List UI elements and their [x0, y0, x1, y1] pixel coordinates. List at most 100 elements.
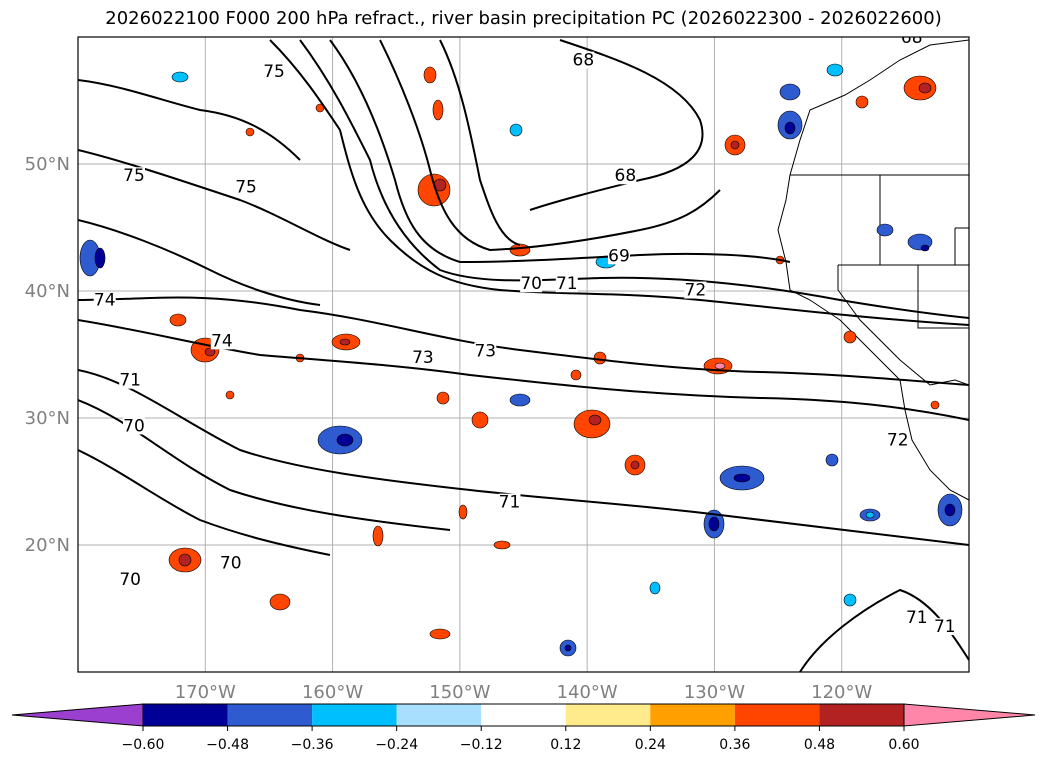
contour-label-background	[684, 281, 707, 299]
precip-anomaly-blob	[593, 351, 607, 365]
precip-anomaly-blob	[944, 503, 956, 517]
colorbar-over-extension	[903, 703, 1036, 727]
precip-anomaly-blob	[336, 433, 354, 447]
contour-label: 68	[573, 51, 595, 71]
precip-anomaly-blob	[432, 99, 444, 121]
precip-anomaly-blob	[733, 473, 751, 483]
precip-anomaly-blob	[269, 593, 291, 611]
contour-label-background	[119, 571, 142, 589]
precip-anomaly-blob	[649, 581, 661, 595]
colorbar-under-extension	[11, 703, 144, 727]
colorbar-bin	[481, 704, 566, 726]
precip-anomaly-blob	[564, 644, 572, 652]
precip-anomaly-blob	[471, 411, 489, 429]
contour-label: 72	[685, 281, 707, 301]
colorbar-bin	[143, 704, 228, 726]
map-title: 2026022100 F000 200 hPa refract., river …	[105, 8, 942, 29]
precip-anomaly-blob	[865, 511, 875, 519]
contour-label-background	[235, 178, 258, 196]
precip-anomaly-blob	[730, 140, 740, 150]
contour-label: 71	[499, 493, 521, 513]
lon-tick-label: 140°W	[557, 682, 618, 703]
precip-anomaly-blob	[94, 247, 106, 269]
contour-label: 74	[94, 291, 116, 311]
colorbar-frame	[142, 703, 905, 727]
precip-anomaly-blob	[509, 393, 531, 407]
contour-label: 74	[211, 331, 233, 351]
contour-label: 68	[615, 166, 637, 186]
contour-label: 73	[474, 342, 496, 362]
contour-label: 73	[412, 348, 434, 368]
contour-label-background	[572, 51, 595, 69]
precip-anomaly-blob	[245, 127, 255, 137]
contour-label: 71	[119, 371, 141, 391]
precip-anomaly-blob	[458, 504, 468, 520]
contour-label-background	[614, 167, 637, 185]
precip-anomaly-blob	[204, 347, 216, 357]
contour-label: 71	[906, 608, 928, 628]
precip-anomaly-blob	[436, 391, 450, 405]
contour-label-background	[933, 618, 956, 636]
precip-anomaly-shading	[79, 63, 963, 657]
precip-anomaly-blob	[920, 244, 930, 252]
precip-anomaly-blob	[826, 63, 844, 77]
contour-label-background	[119, 371, 142, 389]
lat-tick-label: 50°N	[25, 154, 70, 175]
contour-label-background	[474, 342, 497, 360]
map-frame	[77, 36, 970, 673]
contour-label-background	[555, 275, 578, 293]
lon-tick-label: 120°W	[811, 682, 872, 703]
colorbar-bin	[734, 704, 820, 726]
contour-label: 72	[887, 430, 909, 450]
colorbar-bin	[396, 704, 482, 726]
contour-label-background	[905, 609, 928, 627]
precip-anomaly-blob	[423, 66, 437, 84]
colorbar-bin	[650, 704, 735, 726]
lon-tick-label: 170°W	[175, 682, 236, 703]
precip-anomaly-blob	[714, 362, 726, 370]
colorbar-tick-label: 0.48	[804, 737, 835, 753]
contour-labels: 68 68 68 69 70 71 72 73 73 74 74 75 75 75 71 70 71 70 70 72…	[93, 28, 956, 637]
lat-tick-label: 20°N	[25, 535, 70, 556]
contour-label: 70	[119, 570, 141, 590]
colorbar-tick-label: −0.60	[122, 737, 165, 753]
precip-anomaly-blob	[843, 593, 857, 607]
precip-anomaly-blob	[779, 83, 801, 101]
precip-anomaly-blob	[570, 369, 582, 381]
contour-label-background	[886, 431, 909, 449]
colorbar: −0.60 −0.48 −0.36 −0.24 −0.12 0.12 0.24 0.36 0.4…	[11, 703, 1036, 753]
colorbar-bin	[819, 704, 904, 726]
contour-label: 68	[901, 28, 923, 48]
contour-label-background	[263, 63, 286, 81]
precip-anomaly-blob	[855, 95, 869, 109]
colorbar-tick-label: −0.12	[460, 737, 503, 753]
contour-label: 70	[520, 274, 542, 294]
colorbar-tick-label: −0.36	[291, 737, 334, 753]
lat-tick-label: 30°N	[25, 408, 70, 429]
precip-anomaly-blob	[825, 453, 839, 467]
contour-label: 71	[556, 274, 578, 294]
colorbar-bin	[565, 704, 651, 726]
precip-anomaly-blob	[876, 223, 894, 237]
precip-anomaly-blob	[429, 628, 451, 640]
precip-anomaly-blob	[930, 400, 940, 410]
colorbar-tick-label: −0.24	[375, 737, 418, 753]
contour-label-background	[520, 275, 543, 293]
precip-anomaly-blob	[178, 553, 192, 567]
longitude-labels: 170°W 160°W 150°W 140°W 130°W 120°W	[175, 682, 873, 703]
contour-label-background	[900, 37, 923, 46]
precip-anomaly-blob	[372, 525, 384, 547]
colorbar-tick-label: 0.36	[719, 737, 750, 753]
refractivity-contours	[78, 39, 969, 672]
precip-anomaly-blob	[225, 390, 235, 400]
colorbar-tick-label: 0.60	[888, 737, 919, 753]
coastline	[777, 39, 969, 501]
precip-anomaly-blob	[588, 414, 602, 426]
graticule	[78, 37, 969, 672]
contour-label: 75	[235, 178, 257, 198]
lon-tick-label: 150°W	[429, 682, 490, 703]
colorbar-tick-label: −0.48	[206, 737, 249, 753]
lon-tick-label: 130°W	[684, 682, 745, 703]
precip-anomaly-blob	[169, 313, 187, 327]
colorbar-tick-label: 0.24	[635, 737, 666, 753]
